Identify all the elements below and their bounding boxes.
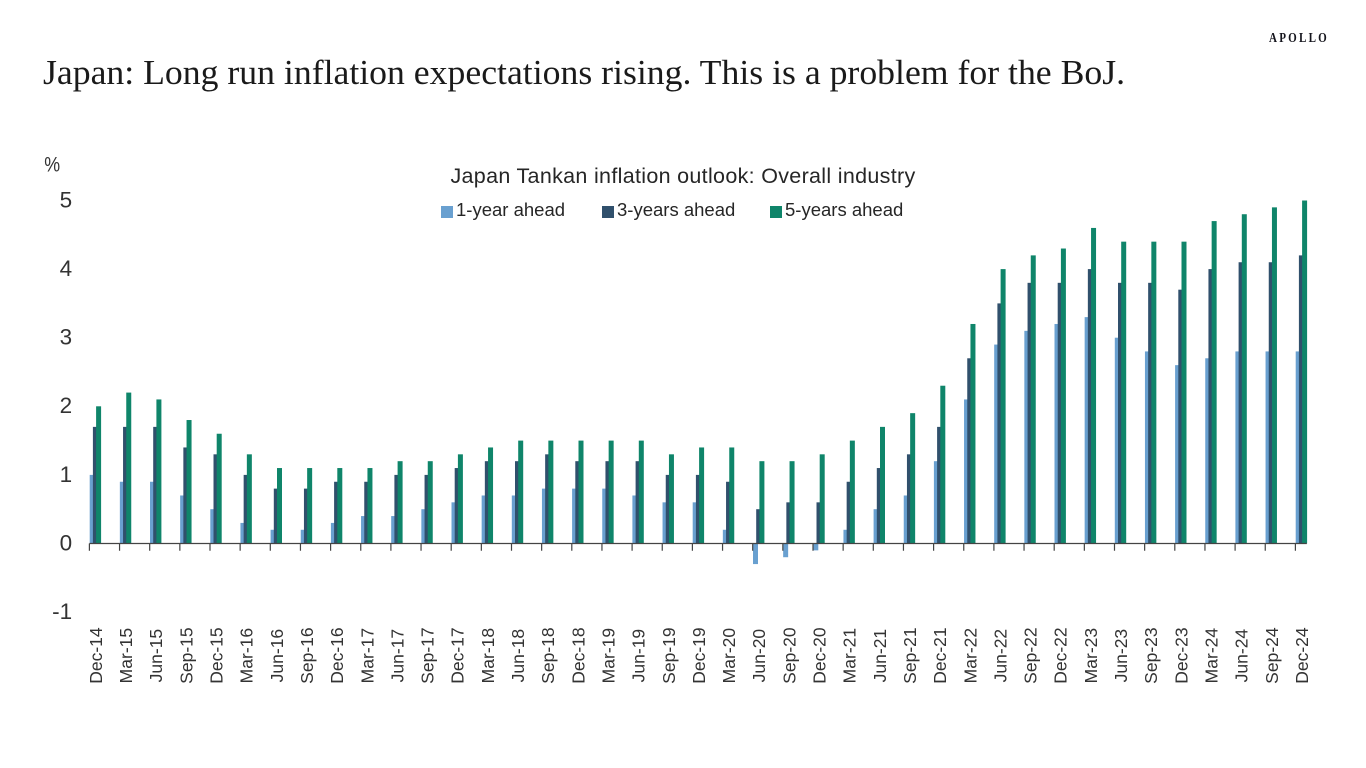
svg-text:-1: -1: [52, 599, 72, 624]
svg-text:2: 2: [60, 393, 73, 418]
svg-text:Sep-24: Sep-24: [1262, 627, 1282, 684]
svg-text:3: 3: [60, 325, 73, 350]
svg-text:Dec-21: Dec-21: [930, 627, 950, 683]
svg-text:Jun-19: Jun-19: [629, 629, 649, 683]
svg-text:Sep-15: Sep-15: [176, 627, 196, 683]
svg-text:Mar-22: Mar-22: [960, 628, 980, 683]
svg-text:Sep-22: Sep-22: [1021, 627, 1041, 683]
svg-text:Dec-15: Dec-15: [207, 627, 227, 683]
svg-text:4: 4: [60, 256, 73, 281]
svg-text:Dec-17: Dec-17: [448, 627, 468, 683]
svg-text:Sep-19: Sep-19: [659, 627, 679, 683]
svg-text:%: %: [44, 153, 60, 177]
svg-text:Jun-18: Jun-18: [508, 629, 528, 683]
svg-text:0: 0: [60, 530, 73, 555]
svg-text:Jun-24: Jun-24: [1232, 629, 1252, 683]
svg-text:Sep-18: Sep-18: [538, 627, 558, 683]
svg-text:Mar-23: Mar-23: [1081, 628, 1101, 683]
svg-text:Jun-15: Jun-15: [146, 629, 166, 683]
svg-text:Jun-22: Jun-22: [990, 629, 1010, 683]
svg-text:Dec-14: Dec-14: [86, 627, 106, 684]
svg-text:Dec-22: Dec-22: [1051, 627, 1071, 683]
svg-text:Jun-23: Jun-23: [1111, 629, 1131, 683]
svg-text:Dec-16: Dec-16: [327, 627, 347, 683]
svg-text:Sep-16: Sep-16: [297, 627, 317, 683]
svg-text:Dec-20: Dec-20: [810, 627, 830, 684]
svg-text:5: 5: [60, 187, 73, 212]
svg-text:Jun-20: Jun-20: [749, 629, 769, 683]
svg-text:Mar-21: Mar-21: [840, 628, 860, 683]
svg-text:Mar-16: Mar-16: [237, 628, 257, 683]
svg-text:Jun-21: Jun-21: [870, 629, 890, 683]
svg-text:Mar-19: Mar-19: [598, 628, 618, 683]
svg-text:Mar-20: Mar-20: [719, 628, 739, 684]
svg-text:Jun-16: Jun-16: [267, 629, 287, 683]
svg-text:Sep-20: Sep-20: [779, 627, 799, 684]
svg-text:Sep-17: Sep-17: [418, 627, 438, 683]
svg-text:Sep-23: Sep-23: [1141, 627, 1161, 683]
svg-text:Dec-23: Dec-23: [1171, 627, 1191, 683]
svg-text:Jun-17: Jun-17: [387, 629, 407, 683]
svg-text:Dec-24: Dec-24: [1292, 627, 1312, 684]
svg-text:Mar-15: Mar-15: [116, 628, 136, 683]
svg-text:Mar-24: Mar-24: [1201, 628, 1221, 684]
svg-text:Mar-17: Mar-17: [357, 628, 377, 683]
svg-text:Mar-18: Mar-18: [478, 628, 498, 683]
svg-text:Sep-21: Sep-21: [900, 627, 920, 683]
svg-text:Dec-19: Dec-19: [689, 627, 709, 683]
svg-text:Dec-18: Dec-18: [568, 627, 588, 683]
svg-text:1: 1: [60, 462, 73, 487]
